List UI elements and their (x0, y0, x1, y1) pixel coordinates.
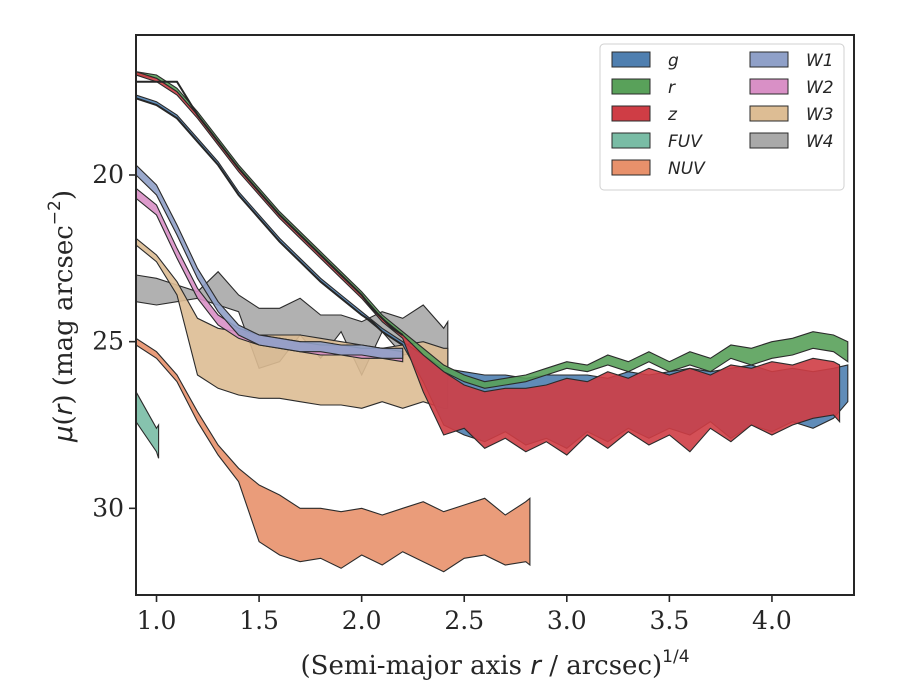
legend-swatch-w3 (749, 105, 789, 122)
legend-label-r: r (668, 78, 676, 98)
profile-core-line (136, 97, 404, 346)
legend-swatch-z (611, 105, 651, 122)
x-tick-label: 1.5 (239, 606, 279, 635)
legend-label-w2: W2 (806, 78, 834, 98)
x-axis-ticks: 1.0 1.5 2.0 2.5 3.0 3.5 4.0 (137, 595, 792, 635)
legend-label-w3: W3 (806, 105, 834, 125)
y-tick-label: 30 (92, 493, 124, 522)
y-axis-label-open: ( (49, 415, 79, 425)
plot-frame (135, 34, 855, 596)
legend-swatch-w2 (749, 78, 789, 95)
legend-label-z: z (667, 105, 678, 125)
series-band-fuv (136, 390, 160, 459)
y-axis-label-end: ) (49, 190, 79, 200)
x-tick-label: 3.0 (547, 606, 587, 635)
y-axis-label-mu: μ (49, 425, 79, 443)
y-axis-label-sup: −2 (45, 200, 65, 225)
series-band-nuv (136, 337, 531, 573)
x-tick-label: 2.5 (444, 606, 484, 635)
legend-label-fuv: FUV (668, 132, 703, 152)
x-tick-label: 1.0 (137, 606, 177, 635)
y-axis-label-close: ) (mag arcsec (49, 225, 79, 404)
legend-swatch-w4 (749, 132, 789, 149)
x-tick-label: 4.0 (752, 606, 792, 635)
y-axis-ticks: 20 25 30 (92, 160, 136, 522)
legend: grz FUV NUV W1 W2 W3 W4 (599, 43, 845, 191)
x-axis-label-pre: (Semi-major axis (300, 651, 530, 681)
legend-label-w1: W1 (806, 51, 834, 71)
legend-swatch-w1 (749, 51, 789, 68)
legend-swatch-g (611, 51, 651, 68)
x-axis-label: (Semi-major axis r / arcsec)1/4 (300, 647, 689, 681)
x-tick-label: 2.0 (342, 606, 382, 635)
legend-label-w4: W4 (806, 132, 834, 152)
x-axis-label-sup: 1/4 (662, 647, 689, 667)
legend-label-g: g (668, 51, 679, 71)
x-axis-label-var: r (530, 651, 543, 681)
legend-swatch-fuv (611, 132, 651, 149)
profile-core-line (136, 80, 404, 336)
y-axis-label-var: r (49, 402, 79, 415)
series-layer (136, 71, 849, 573)
legend-swatch-r (611, 78, 651, 95)
y-axis-label: μ(r) (mag arcsec−2) (45, 190, 79, 443)
series-band-w1 (136, 164, 404, 359)
legend-swatch-nuv (611, 159, 651, 176)
legend-label-nuv: NUV (668, 159, 706, 179)
x-tick-label: 3.5 (649, 606, 689, 635)
x-axis-label-post: / arcsec) (541, 651, 662, 681)
y-tick-label: 20 (92, 160, 124, 189)
y-tick-label: 25 (92, 327, 124, 356)
